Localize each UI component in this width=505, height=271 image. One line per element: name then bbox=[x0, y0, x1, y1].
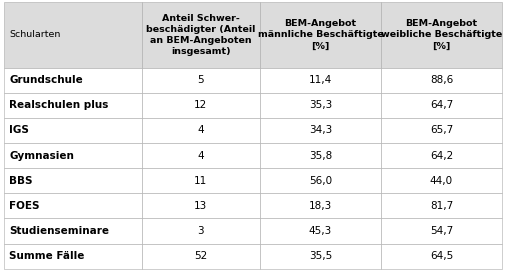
Text: 11: 11 bbox=[194, 176, 207, 186]
Text: 4: 4 bbox=[197, 125, 204, 136]
Bar bbox=[4, 168, 141, 193]
Bar bbox=[260, 193, 380, 218]
Text: Realschulen plus: Realschulen plus bbox=[9, 100, 108, 110]
Bar bbox=[260, 244, 380, 269]
Text: 11,4: 11,4 bbox=[308, 75, 331, 85]
Text: 64,2: 64,2 bbox=[429, 151, 452, 161]
Text: BEM-Angebot
männliche Beschäftigte
[%]: BEM-Angebot männliche Beschäftigte [%] bbox=[257, 19, 382, 50]
Text: 65,7: 65,7 bbox=[429, 125, 452, 136]
Text: 64,7: 64,7 bbox=[429, 100, 452, 110]
Bar bbox=[380, 143, 501, 168]
Bar bbox=[380, 118, 501, 143]
Text: 45,3: 45,3 bbox=[308, 226, 331, 236]
Bar bbox=[380, 2, 501, 67]
Text: 81,7: 81,7 bbox=[429, 201, 452, 211]
Bar bbox=[141, 168, 260, 193]
Text: 44,0: 44,0 bbox=[429, 176, 452, 186]
Text: 35,5: 35,5 bbox=[308, 251, 331, 261]
Text: 13: 13 bbox=[194, 201, 207, 211]
Text: 5: 5 bbox=[197, 75, 204, 85]
Text: 3: 3 bbox=[197, 226, 204, 236]
Text: Summe Fälle: Summe Fälle bbox=[9, 251, 84, 261]
Bar bbox=[4, 193, 141, 218]
Text: 56,0: 56,0 bbox=[308, 176, 331, 186]
Text: Schularten: Schularten bbox=[9, 30, 61, 39]
Bar bbox=[4, 2, 141, 67]
Text: 54,7: 54,7 bbox=[429, 226, 452, 236]
Bar bbox=[380, 168, 501, 193]
Text: IGS: IGS bbox=[9, 125, 29, 136]
Text: BEM-Angebot
weibliche Beschäftigte
[%]: BEM-Angebot weibliche Beschäftigte [%] bbox=[380, 19, 501, 50]
Bar bbox=[141, 67, 260, 93]
Bar bbox=[141, 93, 260, 118]
Bar bbox=[4, 118, 141, 143]
Bar bbox=[260, 67, 380, 93]
Bar bbox=[380, 218, 501, 244]
Text: Gymnasien: Gymnasien bbox=[9, 151, 74, 161]
Bar bbox=[260, 118, 380, 143]
Bar bbox=[141, 2, 260, 67]
Text: 35,3: 35,3 bbox=[308, 100, 331, 110]
Bar bbox=[380, 193, 501, 218]
Bar bbox=[141, 143, 260, 168]
Text: BBS: BBS bbox=[9, 176, 32, 186]
Bar bbox=[380, 244, 501, 269]
Bar bbox=[141, 244, 260, 269]
Bar bbox=[380, 93, 501, 118]
Bar bbox=[4, 67, 141, 93]
Text: Anteil Schwer-
beschädigter (Anteil
an BEM-Angeboten
insgesamt): Anteil Schwer- beschädigter (Anteil an B… bbox=[146, 14, 255, 56]
Text: Grundschule: Grundschule bbox=[9, 75, 83, 85]
Bar bbox=[260, 93, 380, 118]
Bar bbox=[141, 218, 260, 244]
Text: 52: 52 bbox=[194, 251, 207, 261]
Text: 88,6: 88,6 bbox=[429, 75, 452, 85]
Bar bbox=[380, 67, 501, 93]
Text: Studienseminare: Studienseminare bbox=[9, 226, 109, 236]
Bar bbox=[4, 93, 141, 118]
Text: 34,3: 34,3 bbox=[308, 125, 331, 136]
Bar bbox=[141, 118, 260, 143]
Text: 35,8: 35,8 bbox=[308, 151, 331, 161]
Bar bbox=[260, 168, 380, 193]
Text: 4: 4 bbox=[197, 151, 204, 161]
Bar bbox=[141, 193, 260, 218]
Text: 64,5: 64,5 bbox=[429, 251, 452, 261]
Bar bbox=[4, 218, 141, 244]
Text: 12: 12 bbox=[194, 100, 207, 110]
Bar bbox=[4, 143, 141, 168]
Bar bbox=[260, 2, 380, 67]
Text: 18,3: 18,3 bbox=[308, 201, 331, 211]
Bar bbox=[260, 218, 380, 244]
Bar bbox=[4, 244, 141, 269]
Text: FOES: FOES bbox=[9, 201, 39, 211]
Bar bbox=[260, 143, 380, 168]
